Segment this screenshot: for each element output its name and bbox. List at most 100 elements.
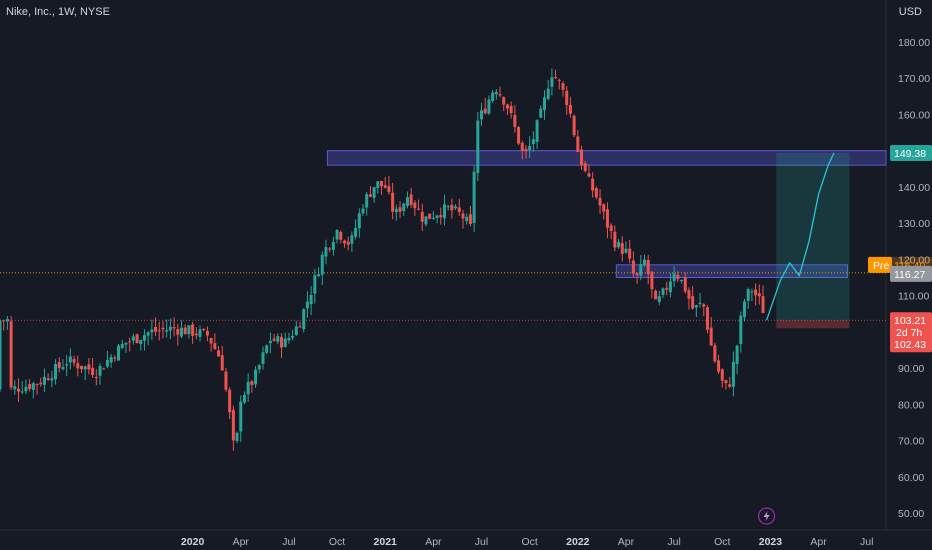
pre-badge: Pre <box>873 260 890 272</box>
candle-body <box>24 386 28 392</box>
candle-body <box>494 92 498 95</box>
candle-body <box>487 99 491 114</box>
candle-body <box>68 356 72 363</box>
candle-body <box>357 213 361 229</box>
y-tick-label: 70.00 <box>898 436 924 448</box>
last-price-tag-bg <box>890 312 932 353</box>
candle-body <box>491 92 495 101</box>
candle-body <box>346 241 350 245</box>
candle-body <box>498 94 502 96</box>
candle-body <box>657 296 661 302</box>
candle-body <box>105 360 109 367</box>
resistance-zone-upper[interactable] <box>326 150 887 166</box>
candle-body <box>213 343 217 349</box>
candle-body <box>183 327 187 335</box>
candle-body <box>265 345 269 353</box>
candle-body <box>276 336 280 342</box>
candle-body <box>198 329 202 337</box>
x-tick-label: Oct <box>714 536 730 548</box>
y-tick-label: 130.00 <box>898 218 930 230</box>
candle-body <box>2 320 6 322</box>
y-tick-label: 160.00 <box>898 109 930 121</box>
candle-body <box>5 319 9 322</box>
candle-body <box>424 216 428 225</box>
candle-body <box>165 330 169 332</box>
candle-body <box>191 324 195 336</box>
loss-zone[interactable] <box>776 320 850 329</box>
candle-body <box>680 279 684 282</box>
candle-body <box>383 185 387 188</box>
candle-body <box>524 148 528 152</box>
candle-body <box>542 97 546 110</box>
candle-body <box>54 363 58 380</box>
candle-body <box>0 320 2 390</box>
candle-body <box>454 206 458 209</box>
candle-body <box>750 291 754 293</box>
y-tick-label: 180.00 <box>898 37 930 49</box>
candle-body <box>91 367 95 376</box>
candle-body <box>302 309 306 330</box>
candle-body <box>746 289 750 301</box>
candle-body <box>591 178 595 191</box>
candle-body <box>168 326 172 331</box>
candle-body <box>561 83 565 90</box>
candle-body <box>631 260 635 274</box>
candle-body <box>602 204 606 212</box>
candle-body <box>9 321 13 388</box>
candle-body <box>31 383 35 390</box>
candle-body <box>72 359 76 363</box>
candle-body <box>676 274 680 280</box>
candle-body <box>439 215 443 218</box>
candle-body <box>583 163 587 171</box>
profit-zone[interactable] <box>776 152 850 321</box>
candle-body <box>472 171 476 223</box>
candle-body <box>417 208 421 210</box>
candle-body <box>298 326 302 328</box>
candle-body <box>598 197 602 206</box>
x-tick-label: 2021 <box>374 536 398 548</box>
candle-body <box>480 110 484 120</box>
candle-body <box>235 432 239 441</box>
y-tick-label: 50.00 <box>898 508 924 520</box>
candle-body <box>154 326 158 332</box>
candle-body <box>565 90 569 106</box>
candle-body <box>731 361 735 387</box>
candle-body <box>620 243 624 254</box>
candle-body <box>146 332 150 336</box>
candle-body <box>79 365 83 370</box>
candle-body <box>405 197 409 206</box>
candle-body <box>94 376 98 378</box>
candle-body <box>654 290 658 300</box>
candle-body <box>394 208 398 213</box>
candle-body <box>339 231 343 240</box>
candle-body <box>691 296 695 309</box>
candle-body <box>187 325 191 335</box>
candle-body <box>739 315 743 344</box>
candle-body <box>705 307 709 330</box>
candle-body <box>202 329 206 331</box>
candle-body <box>531 139 535 145</box>
candle-body <box>413 202 417 209</box>
candle-body <box>287 338 291 341</box>
candle-body <box>713 345 717 362</box>
pre-badge-bg <box>868 256 892 273</box>
y-tick-label: 90.00 <box>898 363 924 375</box>
candle-body <box>161 327 165 330</box>
candle-body <box>320 254 324 275</box>
candle-body <box>283 338 287 347</box>
event-bolt-icon[interactable] <box>757 507 776 525</box>
candle-body <box>65 364 69 366</box>
candle-body <box>239 401 243 432</box>
candle-body <box>57 362 61 368</box>
candle-body <box>687 290 691 299</box>
candle-body <box>291 335 295 338</box>
candle-body <box>157 330 161 332</box>
candle-body <box>179 327 183 337</box>
stop-price-tag: 102.43 <box>894 339 926 351</box>
candle-body <box>61 367 65 370</box>
candle-body <box>605 209 609 228</box>
candle-body <box>724 380 728 384</box>
candle-body <box>528 146 532 150</box>
candle-body <box>431 217 435 219</box>
